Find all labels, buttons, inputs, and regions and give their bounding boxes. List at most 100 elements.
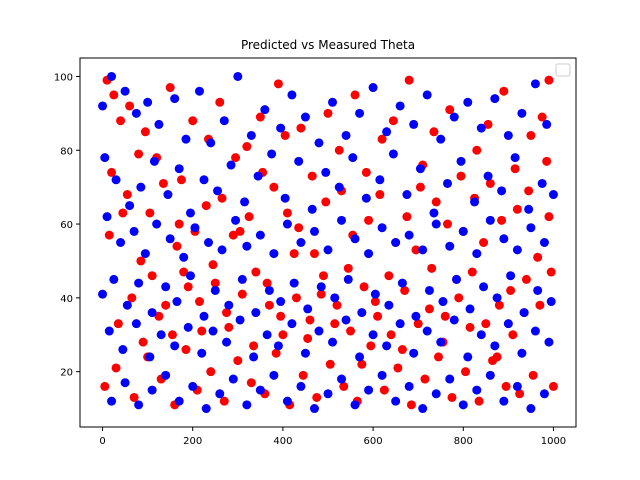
point-series-0-109 [174, 219, 184, 229]
point-series-1-162 [409, 348, 419, 358]
point-series-1-182 [228, 374, 238, 384]
point-series-0-132 [483, 119, 493, 129]
point-series-0-149 [264, 300, 274, 310]
point-series-1-86 [309, 226, 319, 236]
point-series-1-171 [530, 326, 540, 336]
point-series-1-27 [449, 112, 459, 122]
point-series-1-115 [237, 274, 247, 284]
point-series-1-124 [357, 308, 367, 318]
point-series-1-164 [436, 337, 446, 347]
point-series-1-73 [140, 249, 150, 259]
point-series-0-15 [282, 208, 292, 218]
point-series-1-132 [465, 304, 475, 314]
point-series-0-133 [497, 215, 507, 225]
point-series-0-150 [278, 330, 288, 340]
point-series-1-141 [131, 319, 141, 329]
point-series-1-119 [289, 278, 299, 288]
point-series-0-112 [217, 193, 227, 203]
point-series-1-78 [204, 238, 214, 247]
point-series-1-205 [539, 389, 549, 399]
point-series-0-103 [548, 381, 558, 391]
point-series-1-106 [122, 300, 132, 310]
point-series-0-98 [474, 396, 484, 406]
point-series-1-17 [314, 138, 324, 148]
point-series-1-49 [280, 193, 290, 203]
point-series-0-114 [244, 212, 254, 222]
point-series-1-60 [429, 208, 439, 218]
point-series-0-148 [251, 267, 261, 277]
point-series-1-114 [224, 300, 234, 310]
point-series-0-44 [208, 260, 218, 270]
point-series-1-118 [276, 297, 286, 307]
point-series-1-186 [282, 396, 292, 406]
point-series-0-18 [323, 108, 333, 118]
point-series-1-75 [165, 234, 175, 244]
point-series-0-46 [235, 226, 245, 236]
point-series-1-134 [492, 293, 502, 303]
points-layer [98, 71, 558, 414]
plot-frame [79, 57, 577, 428]
point-series-1-111 [185, 271, 195, 281]
x-tick-label-3: 600 [364, 436, 383, 447]
point-series-0-158 [386, 330, 396, 340]
point-series-1-41 [174, 164, 184, 174]
point-series-1-117 [264, 285, 274, 295]
point-series-0-124 [375, 190, 385, 200]
point-series-0-31 [499, 86, 509, 96]
point-series-1-163 [422, 326, 432, 336]
point-series-0-41 [172, 241, 182, 251]
point-series-1-147 [208, 326, 218, 336]
point-series-0-45 [222, 308, 232, 318]
point-series-1-137 [533, 285, 543, 295]
point-series-0-141 [154, 311, 164, 321]
point-series-1-36 [111, 175, 121, 185]
point-series-1-20 [355, 108, 365, 118]
point-series-1-146 [197, 348, 207, 358]
point-series-0-21 [364, 215, 374, 225]
point-series-0-35 [544, 75, 554, 85]
point-series-1-83 [269, 249, 279, 259]
point-series-1-84 [282, 219, 292, 229]
point-series-1-15 [287, 90, 297, 100]
point-series-1-63 [470, 197, 480, 207]
point-series-1-153 [287, 319, 297, 329]
point-series-1-59 [415, 164, 425, 174]
point-series-1-166 [463, 352, 473, 362]
point-series-1-170 [517, 348, 527, 358]
point-series-1-50 [294, 156, 304, 166]
point-series-1-172 [544, 337, 554, 347]
point-series-1-173 [107, 396, 117, 406]
point-series-0-43 [197, 326, 207, 336]
point-series-1-81 [242, 241, 252, 251]
point-series-0-8 [188, 116, 198, 126]
point-series-1-76 [179, 252, 189, 262]
point-series-0-24 [404, 75, 414, 85]
point-series-1-29 [476, 123, 486, 133]
point-series-0-59 [411, 245, 421, 255]
point-series-1-9 [206, 138, 216, 148]
point-series-0-72 [129, 392, 139, 402]
point-series-1-177 [161, 370, 171, 380]
point-series-0-58 [397, 345, 407, 355]
point-series-0-159 [400, 285, 410, 295]
point-series-0-108 [158, 178, 168, 188]
point-series-0-48 [262, 278, 272, 288]
point-series-0-37 [118, 208, 128, 218]
point-series-1-11 [233, 71, 243, 81]
x-tick-label-4: 800 [454, 436, 473, 447]
point-series-1-24 [409, 119, 419, 129]
point-series-1-5 [154, 119, 164, 129]
point-series-0-123 [361, 167, 371, 177]
point-series-1-199 [458, 400, 468, 410]
point-series-1-148 [222, 337, 232, 347]
y-tick-label-0: 20 [60, 368, 73, 379]
point-series-1-183 [242, 400, 252, 410]
point-series-1-0 [98, 101, 108, 111]
point-series-1-61 [442, 178, 452, 188]
point-series-1-138 [546, 297, 556, 307]
point-series-1-202 [499, 396, 509, 406]
point-series-1-195 [404, 381, 414, 391]
point-series-1-43 [199, 175, 209, 185]
y-tick-label-3: 80 [60, 146, 73, 157]
point-series-1-103 [539, 238, 549, 247]
